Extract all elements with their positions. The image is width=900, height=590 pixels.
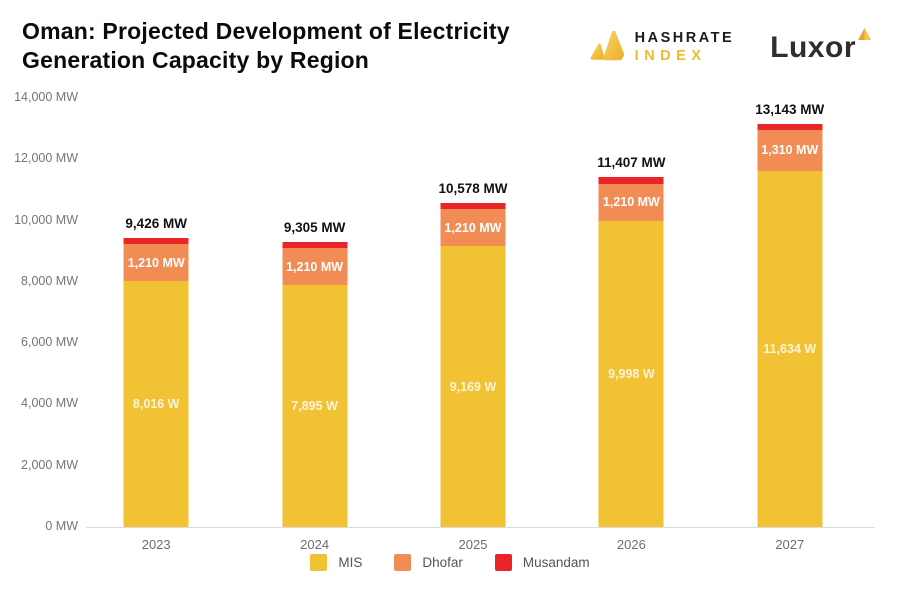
legend-swatch-icon (394, 554, 412, 571)
header-logos: HASHRATE INDEX Luxor (589, 26, 872, 69)
legend-label: Dhofar (422, 555, 463, 570)
segment-value-label: 9,998 W (608, 366, 655, 381)
legend-item-mis: MIS (310, 554, 362, 571)
hashrate-index-wordmark: HASHRATE INDEX (635, 30, 734, 65)
index-text: INDEX (634, 47, 707, 64)
bar-total-label: 10,578 MW (438, 180, 508, 196)
segment-value-label: 1,310 MW (761, 143, 819, 158)
y-axis-tick: 0 MW (45, 519, 78, 533)
y-axis-tick: 2,000 MW (21, 457, 78, 472)
bar-total-label: 13,143 MW (755, 102, 825, 118)
y-axis: 0 MW 2,000 MW 4,000 MW 6,000 MW 8,000 MW 10,0… (0, 90, 78, 533)
bar-segment-musandam-2026 (598, 177, 664, 184)
bar-segment-mis-2023: 8,016 W (123, 281, 189, 527)
bar-total-label: 11,407 MW (597, 155, 666, 171)
bar-stack-2027: 11,634 W 1,310 MW (757, 124, 823, 527)
bar-segment-musandam-2024 (282, 241, 348, 249)
bar-column-2024: 7,895 W 1,210 MW 9,305 MW (235, 98, 393, 527)
y-axis-tick: 12,000 MW (14, 151, 78, 166)
legend-swatch-icon (310, 554, 328, 571)
segment-value-label: 1,210 MW (602, 195, 660, 210)
bar-segment-mis-2025: 9,169 W (440, 246, 506, 527)
bar-segment-dhofar-2027: 1,310 MW (757, 130, 823, 171)
bar-segment-mis-2026: 9,998 W (598, 220, 664, 527)
y-axis-tick: 6,000 MW (21, 335, 78, 350)
bar-segment-mis-2027: 11,634 W (757, 170, 823, 527)
bar-segment-musandam-2023 (123, 238, 189, 245)
x-axis-label-2026: 2026 (616, 537, 646, 552)
bar-total-label: 9,305 MW (283, 219, 346, 235)
bar-stack-2025: 9,169 W 1,210 MW (440, 202, 506, 527)
x-axis-label-2023: 2023 (141, 537, 171, 552)
hashrate-index-logo: HASHRATE INDEX (589, 26, 734, 69)
segment-value-label: 11,634 W (763, 341, 817, 356)
segment-value-label: 7,895 W (291, 399, 338, 414)
luxor-logo: Luxor (770, 27, 872, 65)
bar-segment-musandam-2025 (440, 202, 506, 209)
chart-title-line1: Oman: Projected Development of Electrici… (22, 18, 510, 44)
bar-segment-musandam-2027 (757, 124, 823, 131)
bar-segment-mis-2024: 7,895 W (282, 285, 348, 527)
segment-value-label: 8,016 W (132, 397, 180, 412)
hashrate-text: HASHRATE (634, 30, 735, 47)
bar-stack-2024: 7,895 W 1,210 MW (282, 241, 348, 527)
bar-total-label: 9,426 MW (125, 216, 187, 232)
hashrate-index-mountain-icon (589, 26, 627, 69)
bar-segment-dhofar-2025: 1,210 MW (440, 208, 506, 247)
legend-item-musandam: Musandam (494, 554, 590, 571)
chart-title-line2: Generation Capacity by Region (22, 46, 370, 73)
segment-value-label: 1,210 MW (444, 220, 502, 235)
plot-area: 8,016 W 1,210 MW 9,426 MW 7,895 W 1,210 MW 9,… (77, 98, 869, 527)
bar-column-2026: 9,998 W 1,210 MW 11,407 MW (552, 98, 710, 527)
bar-segment-dhofar-2026: 1,210 MW (598, 183, 664, 221)
luxor-triangle-icon (857, 27, 872, 46)
bar-stack-2023: 8,016 W 1,210 MW (123, 238, 189, 527)
legend: MIS Dhofar Musandam (0, 554, 900, 571)
x-axis-label-2024: 2024 (300, 537, 330, 552)
segment-value-label: 1,210 MW (127, 255, 185, 270)
bar-column-2023: 8,016 W 1,210 MW 9,426 MW (77, 98, 235, 527)
luxor-wordmark: Luxor (770, 30, 856, 64)
segment-value-label: 9,169 W (449, 379, 497, 394)
y-axis-tick: 4,000 MW (21, 396, 78, 411)
x-axis-label-2025: 2025 (458, 537, 488, 552)
bar-column-2025: 9,169 W 1,210 MW 10,578 MW (394, 98, 552, 527)
y-axis-tick: 8,000 MW (21, 273, 78, 288)
x-axis-line (86, 527, 875, 528)
legend-label: MIS (338, 555, 363, 570)
bar-column-2027: 11,634 W 1,310 MW 13,143 MW (711, 98, 869, 527)
chart-title: Oman: Projected Development of Electrici… (22, 17, 510, 75)
legend-label: Musandam (522, 555, 590, 570)
y-axis-tick: 10,000 MW (14, 212, 78, 227)
bar-segment-dhofar-2024: 1,210 MW (282, 248, 348, 286)
legend-item-dhofar: Dhofar (394, 554, 463, 571)
legend-swatch-icon (494, 554, 512, 571)
segment-value-label: 1,210 MW (286, 259, 344, 274)
bar-segment-dhofar-2023: 1,210 MW (123, 244, 189, 282)
y-axis-tick: 14,000 MW (14, 90, 78, 104)
x-axis-label-2027: 2027 (775, 537, 805, 552)
bar-stack-2026: 9,998 W 1,210 MW (598, 177, 664, 527)
